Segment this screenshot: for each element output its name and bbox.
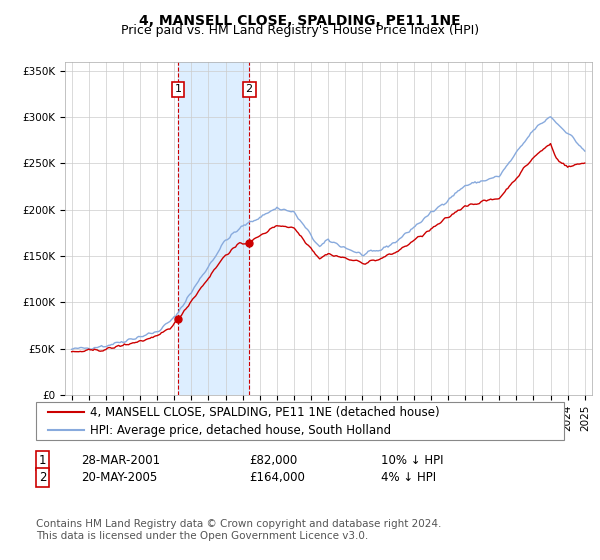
Text: 20-MAY-2005: 20-MAY-2005 [81,470,157,484]
Text: Price paid vs. HM Land Registry's House Price Index (HPI): Price paid vs. HM Land Registry's House … [121,24,479,37]
Text: 1: 1 [175,85,182,95]
Text: 2: 2 [39,470,47,484]
Bar [178,62,249,395]
Text: Contains HM Land Registry data © Crown copyright and database right 2024.: Contains HM Land Registry data © Crown c… [36,519,442,529]
Text: 2: 2 [245,85,253,95]
Text: This data is licensed under the Open Government Licence v3.0.: This data is licensed under the Open Gov… [36,531,368,541]
Text: HPI: Average price, detached house, South Holland: HPI: Average price, detached house, Sout… [90,423,391,437]
Text: 4, MANSELL CLOSE, SPALDING, PE11 1NE (detached house): 4, MANSELL CLOSE, SPALDING, PE11 1NE (de… [90,405,440,419]
Text: 4% ↓ HPI: 4% ↓ HPI [381,470,436,484]
Text: 10% ↓ HPI: 10% ↓ HPI [381,454,443,467]
Text: 1: 1 [39,454,47,467]
Text: 4, MANSELL CLOSE, SPALDING, PE11 1NE: 4, MANSELL CLOSE, SPALDING, PE11 1NE [139,14,461,28]
Text: £164,000: £164,000 [249,470,305,484]
Text: 28-MAR-2001: 28-MAR-2001 [81,454,160,467]
Text: £82,000: £82,000 [249,454,297,467]
